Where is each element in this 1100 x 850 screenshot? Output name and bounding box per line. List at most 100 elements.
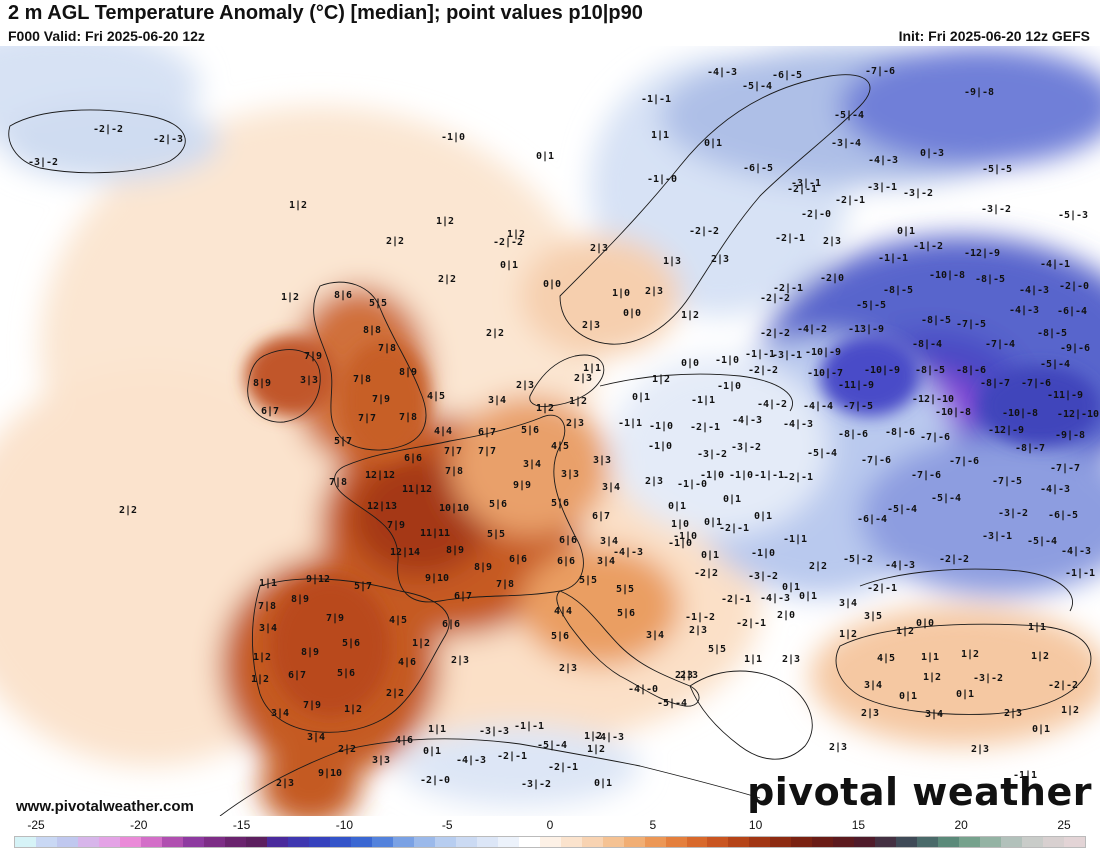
colorbar xyxy=(14,836,1086,848)
colorbar-swatch xyxy=(770,837,792,847)
point-value-label: 3|3 xyxy=(561,469,579,480)
colorbar-swatch xyxy=(98,837,120,847)
point-value-label: -4|-3 xyxy=(594,732,624,743)
point-value-label: 0|1 xyxy=(704,517,722,528)
point-value-label: -4|-3 xyxy=(783,419,813,430)
point-value-label: -7|-6 xyxy=(911,470,941,481)
point-value-label: -8|-5 xyxy=(1037,328,1067,339)
point-value-label: -3|-2 xyxy=(521,779,551,790)
point-value-label: 3|3 xyxy=(372,755,390,766)
point-value-label: -3|-3 xyxy=(479,726,509,737)
point-value-label: -8|-7 xyxy=(1015,443,1045,454)
point-value-label: 6|6 xyxy=(557,556,575,567)
point-value-label: 2|3 xyxy=(590,243,608,254)
point-value-label: 8|9 xyxy=(253,378,271,389)
colorbar-swatch xyxy=(161,837,183,847)
point-value-label: -11|-9 xyxy=(838,380,874,391)
point-value-label: 2|3 xyxy=(582,320,600,331)
point-value-label: 1|0 xyxy=(671,519,689,530)
balkans-coast xyxy=(689,670,813,760)
colorbar-swatch xyxy=(539,837,561,847)
point-value-label: 0|1 xyxy=(632,392,650,403)
point-value-label: -4|-3 xyxy=(613,547,643,558)
point-value-label: 12|14 xyxy=(390,547,420,558)
point-value-label: 2|0 xyxy=(777,610,795,621)
colorbar-swatch xyxy=(1043,837,1065,847)
colorbar-swatch xyxy=(833,837,855,847)
point-value-label: 1|1 xyxy=(1028,622,1046,633)
colorbar-swatch xyxy=(728,837,750,847)
colorbar-swatch xyxy=(581,837,603,847)
point-value-label: -2|2 xyxy=(694,568,718,579)
point-value-label: -12|-10 xyxy=(912,394,954,405)
point-value-label: 1|2 xyxy=(681,310,699,321)
colorbar-swatch xyxy=(917,837,939,847)
point-value-label: 0|1 xyxy=(423,746,441,757)
point-value-label: 0|1 xyxy=(754,511,772,522)
point-value-label: -1|-0 xyxy=(677,479,707,490)
colorbar-swatch xyxy=(1022,837,1044,847)
point-value-label: 6|6 xyxy=(442,619,460,630)
point-value-label: -5|-4 xyxy=(887,504,917,515)
point-value-label: -8|-5 xyxy=(915,365,945,376)
point-value-label: -4|-2 xyxy=(797,324,827,335)
point-value-label: -2|-0 xyxy=(1059,281,1089,292)
point-value-label: 12|13 xyxy=(367,501,397,512)
point-value-label: -2|-2 xyxy=(493,237,523,248)
point-value-label: -4|-2 xyxy=(757,399,787,410)
point-value-label: -2|0 xyxy=(820,273,844,284)
point-value-label: -4|-3 xyxy=(760,593,790,604)
colorbar-swatch xyxy=(518,837,540,847)
colorbar-swatch xyxy=(749,837,771,847)
point-value-label: 1|0 xyxy=(612,288,630,299)
point-value-label: 0|1 xyxy=(799,591,817,602)
point-value-label: 7|8 xyxy=(329,477,347,488)
point-value-label: 1|2 xyxy=(507,229,525,240)
turkey-coast xyxy=(835,623,1092,715)
point-value-label: -8|-6 xyxy=(838,429,868,440)
point-value-label: 0|0 xyxy=(916,618,934,629)
point-value-label: -2|-0 xyxy=(801,209,831,220)
point-value-label: 2|3 xyxy=(451,655,469,666)
scale-tick-label: 25 xyxy=(1057,818,1071,832)
point-value-label: 7|8 xyxy=(378,343,396,354)
point-value-label: 10|10 xyxy=(439,503,469,514)
point-value-label: 1|2 xyxy=(253,652,271,663)
point-value-label: 0|-3 xyxy=(920,148,944,159)
point-value-label: 0|1 xyxy=(723,494,741,505)
iceland-coast xyxy=(8,109,186,174)
black-sea-coast xyxy=(859,568,1073,612)
colorbar-swatch xyxy=(791,837,813,847)
point-value-label: 1|2 xyxy=(436,216,454,227)
point-value-label: -1|0 xyxy=(649,421,673,432)
point-value-label: -3|-1 xyxy=(867,182,897,193)
point-value-label: 1|2 xyxy=(896,626,914,637)
point-value-label: -4|-3 xyxy=(885,560,915,571)
point-value-label: 1|2 xyxy=(923,672,941,683)
point-value-label: -2|-1 xyxy=(835,195,865,206)
colorbar-swatch xyxy=(812,837,834,847)
point-value-label: -1|0 xyxy=(648,441,672,452)
colorbar-swatch xyxy=(119,837,141,847)
point-value-label: 2|3 xyxy=(861,708,879,719)
point-value-label: -7|-7 xyxy=(1050,463,1080,474)
point-value-label: 7|8 xyxy=(353,374,371,385)
italy-coast xyxy=(556,590,700,707)
point-value-label: -1|1 xyxy=(1013,770,1037,781)
colorbar-swatch xyxy=(560,837,582,847)
point-value-label: 8|8 xyxy=(363,325,381,336)
point-value-label: -7|-6 xyxy=(920,432,950,443)
point-value-label: 2|3 xyxy=(971,744,989,755)
point-value-label: 2|3 xyxy=(823,236,841,247)
init-time: Init: Fri 2025-06-20 12z GEFS xyxy=(898,28,1090,44)
point-value-label: 2|3 xyxy=(645,476,663,487)
colorbar-swatch xyxy=(224,837,246,847)
point-value-label: -10|-9 xyxy=(864,365,900,376)
point-value-label: 4|6 xyxy=(398,657,416,668)
point-value-label: -1|-1 xyxy=(754,470,784,481)
point-value-label: -1|-1 xyxy=(514,721,544,732)
point-value-label: -5|-3 xyxy=(1058,210,1088,221)
point-value-label: -4|-3 xyxy=(456,755,486,766)
point-value-label: -9|-8 xyxy=(1055,430,1085,441)
point-value-label: -5|-4 xyxy=(742,81,772,92)
